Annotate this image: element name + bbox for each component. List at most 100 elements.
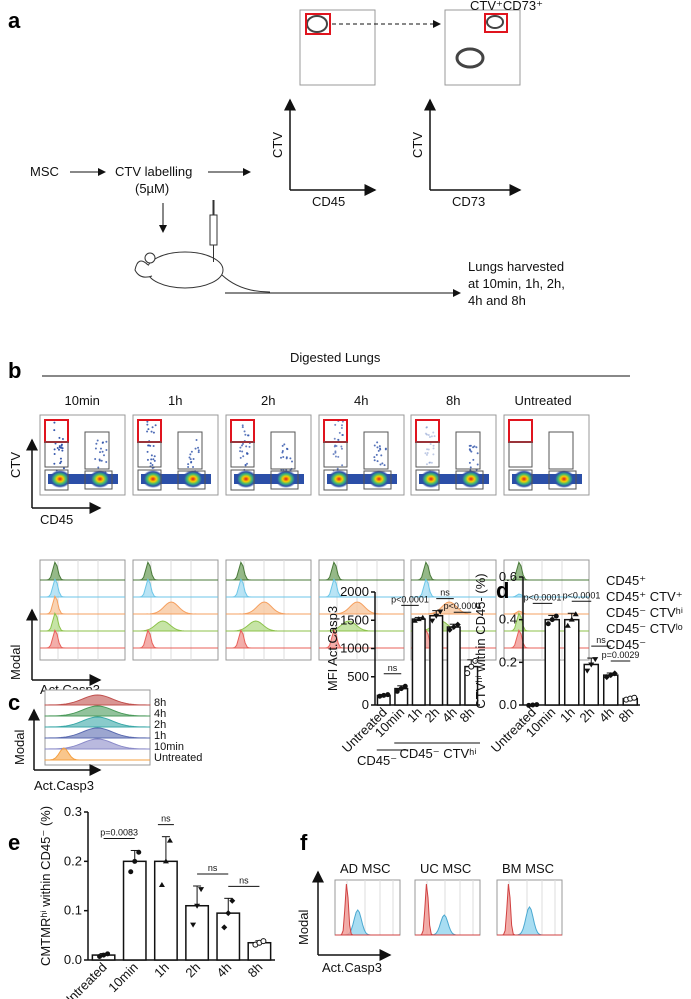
bar [447,627,460,705]
event-dot [190,461,192,463]
event-dot [192,466,194,468]
event-dot [105,441,107,443]
event-dot [286,456,288,458]
event-dot [337,439,339,441]
event-dot [286,448,288,450]
panel-label-a: a [8,8,21,33]
event-dot [242,455,244,457]
x-tick-label: 1h [151,960,172,981]
event-dot [245,464,247,466]
event-dot [374,459,376,461]
svg-text:at 10min, 1h, 2h,: at 10min, 1h, 2h, [468,276,565,291]
data-point [546,621,551,626]
legend-item: CD45⁺ [606,573,646,588]
data-point [403,684,408,689]
legend-item: CD45⁻ CTVʰⁱ [606,605,683,620]
event-dot [469,462,471,464]
y-tick-label: 500 [347,669,369,684]
event-dot [249,446,251,448]
event-dot [59,445,61,447]
event-dot [191,451,193,453]
event-dot [426,454,428,456]
event-dot [239,447,241,449]
event-dot [244,430,246,432]
event-dot [337,456,339,458]
event-dot [189,453,191,455]
event-dot [62,447,64,449]
density-blob [460,470,482,488]
event-dot [475,446,477,448]
axis-label-modal: Modal [12,729,27,765]
event-dot [430,443,432,445]
figure: a MSC CTV labelling (5µM) Lungs harveste… [0,0,691,999]
event-dot [155,424,157,426]
x-tick-label: 8h [245,960,266,981]
significance-label: ns [161,814,171,824]
data-point [167,838,173,843]
x-tick-label: 2h [182,960,203,981]
bar [545,620,559,705]
event-dot [245,445,247,447]
data-point [554,614,559,619]
event-dot [335,456,337,458]
axis-label-cd45: CD45 [312,194,345,209]
event-dot [477,463,479,465]
y-tick-label: 2000 [340,584,369,599]
event-dot [193,458,195,460]
event-dot [97,466,99,468]
event-dot [154,455,156,457]
event-dot [241,450,243,452]
event-dot [385,448,387,450]
significance-label: ns [440,588,450,598]
data-point [136,850,141,855]
significance-label: p<0.0001 [524,592,562,602]
gate-title: CTV⁺CD73⁺ [470,0,543,13]
x-tick-label: 2h [577,705,598,726]
event-dot [433,447,435,449]
bar [186,906,208,960]
flow-column-2: 2h [226,393,311,495]
bar [565,620,579,705]
event-dot [187,463,189,465]
event-dot [380,464,382,466]
bar [604,675,618,705]
event-dot [247,453,249,455]
event-dot [246,463,248,465]
histogram-label: Untreated [154,752,202,764]
y-tick-label: 0.0 [499,697,517,712]
event-dot [153,445,155,447]
event-dot [150,458,152,460]
event-dot [433,445,435,447]
axis-label-modal: Modal [8,644,23,680]
density-blob [182,470,204,488]
event-dot [100,448,102,450]
event-dot [152,426,154,428]
data-point [198,887,204,892]
axis-label-act-casp3: Act.Casp3 [322,960,382,975]
histogram-title: BM MSC [502,861,554,876]
event-dot [53,463,55,465]
x-tick-label: 10min [105,960,141,996]
event-dot [61,444,63,446]
bar [217,913,239,960]
y-tick-label: 1500 [340,612,369,627]
event-dot [101,460,103,462]
legend-item: CD45⁺ CTV⁺ [606,589,683,604]
event-dot [105,461,107,463]
event-dot [99,451,101,453]
data-point [632,695,637,700]
timepoint-label: 4h [354,393,368,408]
event-dot [341,424,343,426]
event-dot [195,448,197,450]
event-dot [146,421,148,423]
event-dot [291,461,293,463]
event-dot [147,428,149,430]
flow-column-4: 8h [411,393,496,495]
event-dot [95,448,97,450]
event-dot [148,444,150,446]
axis-label-ctv: CTV [270,132,285,158]
harvest-text: Lungs harvested at 10min, 1h, 2h, 4h and… [468,259,565,308]
event-dot [381,462,383,464]
event-dot [102,451,104,453]
bar [412,619,425,705]
